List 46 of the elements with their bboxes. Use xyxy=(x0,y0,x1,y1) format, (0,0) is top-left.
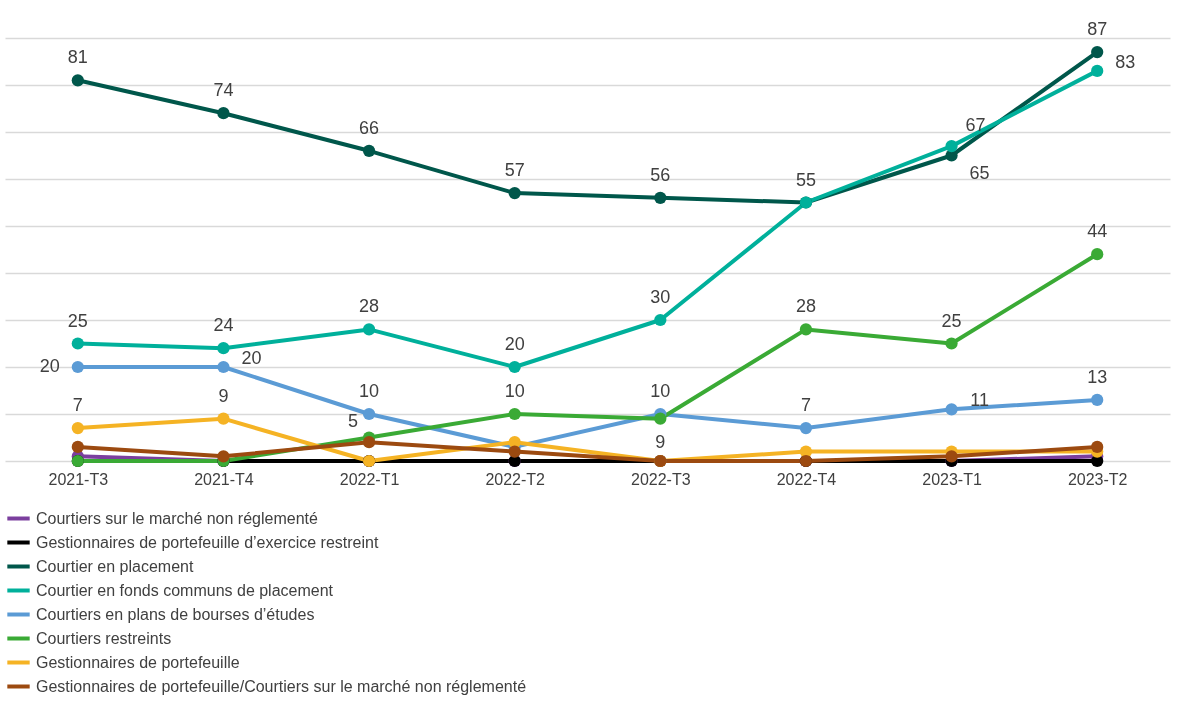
x-tick-label: 2021-T3 xyxy=(48,470,109,488)
data-label: 9 xyxy=(655,431,666,452)
data-label: 7 xyxy=(72,395,83,416)
data-label: 28 xyxy=(795,296,816,317)
legend-label: Gestionnaires de portefeuille xyxy=(36,653,240,671)
data-label: 44 xyxy=(1087,221,1108,242)
data-label: 10 xyxy=(359,381,380,401)
data-label: 28 xyxy=(359,296,380,317)
data-label: 10 xyxy=(504,381,525,401)
x-tick-label: 2022-T2 xyxy=(485,470,546,488)
data-label: 10 xyxy=(650,381,671,401)
data-label: 11 xyxy=(970,390,989,411)
data-label: 87 xyxy=(1087,19,1108,40)
data-label: 20 xyxy=(241,348,262,368)
data-label: 7 xyxy=(800,395,811,416)
x-tick-label: 2022-T3 xyxy=(631,470,691,488)
legend-label: Gestionnaires de portefeuille d’exercice restreint xyxy=(36,533,379,551)
data-label: 13 xyxy=(1087,366,1108,387)
legend-label: Courtier en placement xyxy=(36,557,194,575)
data-label: 9 xyxy=(218,385,229,406)
data-label: 5 xyxy=(348,410,359,431)
data-label: 66 xyxy=(359,117,380,138)
data-label: 57 xyxy=(504,160,525,181)
x-tick-label: 2023-T2 xyxy=(1067,470,1128,488)
legend-label: Courtiers sur le marché non réglementé xyxy=(36,509,319,527)
data-label: 67 xyxy=(965,115,986,136)
data-label: 74 xyxy=(213,80,234,101)
data-label: 20 xyxy=(39,356,60,376)
data-label: 20 xyxy=(504,334,525,354)
legend-label: Gestionnaires de portefeuille/Courtiers sur le marché non réglementé xyxy=(36,677,527,695)
data-label: 55 xyxy=(795,169,816,190)
data-label: 65 xyxy=(969,162,990,183)
data-label: 24 xyxy=(213,315,234,336)
x-tick-label: 2021-T4 xyxy=(194,470,254,488)
x-tick-label: 2022-T1 xyxy=(339,470,400,488)
data-label: 25 xyxy=(67,310,88,331)
data-label: 30 xyxy=(650,287,671,307)
x-tick-label: 2022-T4 xyxy=(776,470,837,488)
data-label: 83 xyxy=(1115,51,1136,72)
legend-label: Courtier en fonds communs de placement xyxy=(36,581,334,599)
legend-label: Courtiers restreints xyxy=(36,629,172,647)
x-tick-label: 2023-T1 xyxy=(922,470,982,488)
data-label: 56 xyxy=(650,164,671,185)
data-label: 81 xyxy=(67,47,88,68)
data-label: 25 xyxy=(941,310,962,331)
legend-label: Courtiers en plans de bourses d’études xyxy=(36,605,315,623)
